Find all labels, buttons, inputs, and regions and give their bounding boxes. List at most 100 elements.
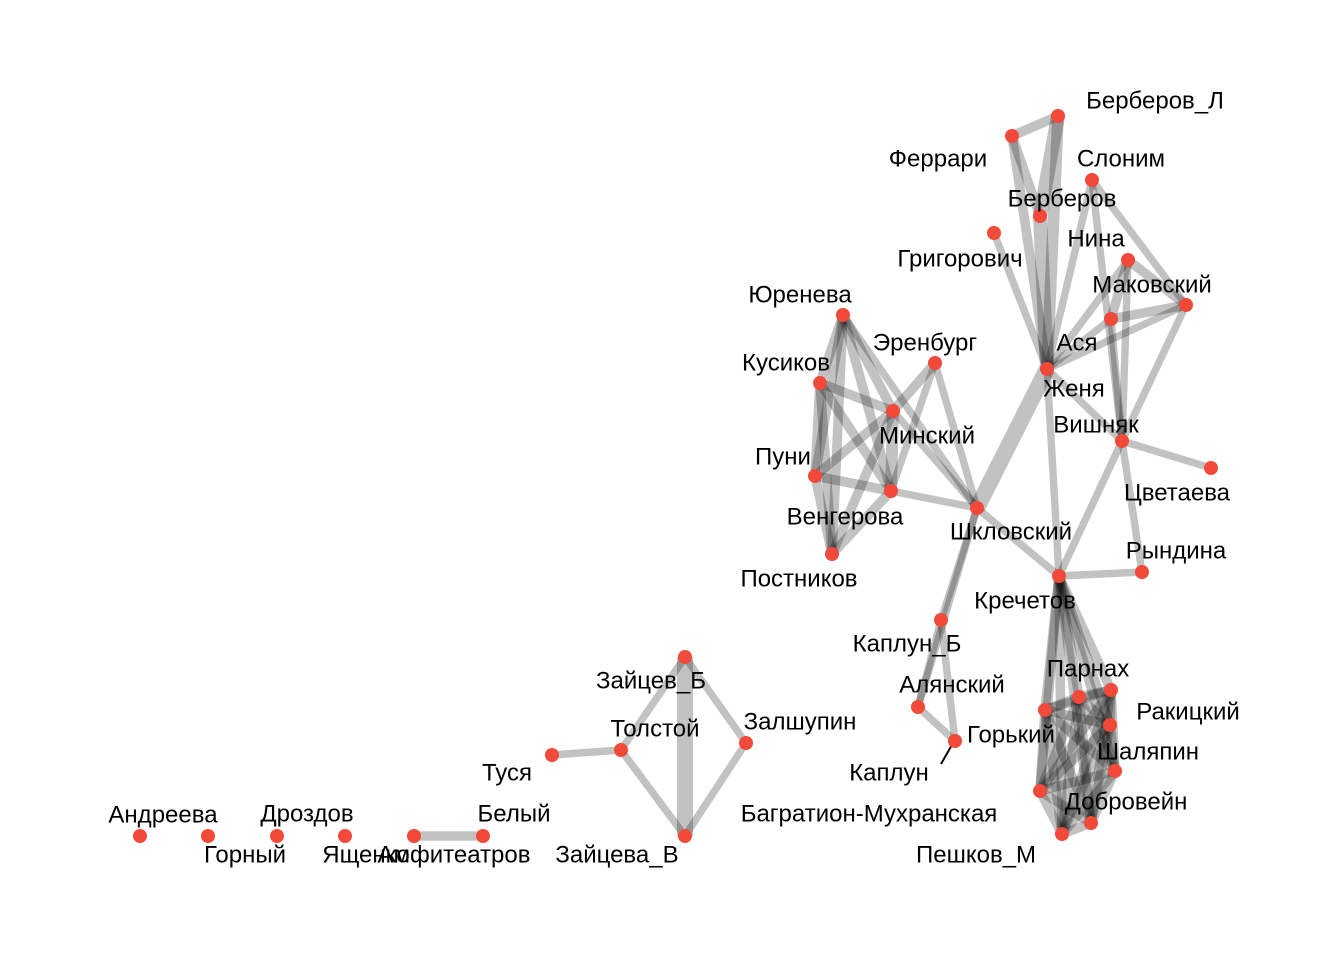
edge-ferrari-berberov_l (1010, 111, 1060, 141)
node-alyansky (911, 700, 925, 714)
node-g2 (1104, 312, 1118, 326)
edge-shalyapin-g1 (1038, 766, 1117, 796)
label-shalyapin: Шаляпин (1097, 738, 1199, 765)
node-bagration (1055, 827, 1069, 841)
label-bely: Белый (478, 800, 551, 827)
edge-rakitsky-g1 (1036, 721, 1114, 795)
edge-kusikov-postnikov (815, 382, 837, 555)
label-vengerova: Венгерова (787, 503, 904, 530)
edge-zalshupin-zaitseva_v (681, 740, 750, 839)
label-tolstoy: Толстой (610, 715, 699, 742)
edge-g2-vishnyak (1107, 318, 1126, 442)
edge-krechetov-g4 (1040, 575, 1064, 711)
node-shklovsky (970, 501, 984, 515)
label-kusikov: Кусиков (742, 349, 830, 376)
edge-kusikov-minsky (818, 378, 895, 416)
node-parnakh (1072, 690, 1086, 704)
label-zhenya: Женя (1043, 375, 1104, 402)
edge-vishnyak-tsvetaeva (1120, 437, 1213, 472)
edge-nina-vishnyak (1118, 259, 1132, 442)
label-grigorovich: Григорович (897, 245, 1022, 272)
edge-krechetov-g3 (1054, 574, 1116, 692)
node-amfiteatrov (407, 829, 421, 843)
node-layer (133, 109, 1218, 843)
edge-rakitsky-peshkov_m (1057, 723, 1115, 836)
edge-g4-rakitsky (1043, 705, 1112, 730)
edge-shklovsky-kaplun_b (937, 506, 981, 622)
node-rakitsky (1103, 718, 1117, 732)
label-kaplun_b: Каплун_Б (853, 630, 962, 657)
edge-yureneva-puni (810, 314, 848, 477)
edge-g1-dobrovein (1037, 786, 1094, 828)
node-gorky (948, 734, 962, 748)
label-amfiteatrov: Амфитеатров (378, 841, 531, 868)
edge-yureneva-shklovsky (839, 312, 981, 511)
label-shklovsky: Шкловский (950, 518, 1072, 545)
label-minsky: Минский (879, 422, 975, 449)
label-andreeva: Андреева (108, 801, 218, 828)
node-berberov (1033, 209, 1047, 223)
node-tusya (545, 748, 559, 762)
label-postnikov: Постников (740, 565, 857, 592)
edge-slonim-asya (1043, 179, 1096, 370)
node-gorny (201, 829, 215, 843)
node-dobrovein (1084, 816, 1098, 830)
node-ferrari (1005, 129, 1019, 143)
label-parnakh: Парнах (1047, 655, 1130, 682)
node-postnikov (825, 547, 839, 561)
edge-parnakh-dobrovein (1074, 696, 1096, 824)
edge-vishnyak-ryndina (1118, 440, 1146, 573)
node-erenburg (928, 356, 942, 370)
node-ryndina (1135, 565, 1149, 579)
edge-rakitsky-shalyapin (1105, 724, 1120, 772)
edge-vengerova-shklovsky (890, 487, 978, 512)
edge-yureneva-kusikov (815, 313, 848, 385)
edge-slonim-makovsky (1089, 177, 1189, 308)
label-zaitsev_b: Зайцев_Б (596, 667, 706, 694)
edge-makovsky-g2 (1110, 300, 1187, 324)
node-shalyapin (1108, 764, 1122, 778)
node-yashchenko (338, 829, 352, 843)
edge-krechetov-rakitsky (1054, 574, 1115, 727)
node-zaitsev_b (678, 650, 692, 664)
label-gorky: Горький (967, 721, 1055, 748)
edge-shklovsky-alyansky (914, 506, 981, 709)
label-kaplun: Каплун (849, 759, 929, 786)
label-slonim: Слоним (1077, 145, 1165, 172)
edge-tolstoy-tusya (551, 746, 622, 759)
edge-zaitsev_b-zalshupin (681, 654, 750, 746)
edge-g2-asya (1044, 316, 1114, 372)
node-grigorovich (987, 226, 1001, 240)
edge-krechetov-ryndina (1058, 568, 1143, 580)
label-berberov: Берберов (1008, 185, 1117, 212)
edge-erenburg-minsky (889, 359, 939, 415)
edge-g3-dobrovein (1086, 689, 1116, 824)
edge-makovsky-asya (1045, 301, 1188, 373)
edge-berberov_l-asya (1041, 115, 1064, 370)
edge-yureneva-vengerova (838, 313, 896, 493)
label-berberov_l: Берберов_Л (1086, 87, 1224, 114)
node-slonim (1085, 173, 1099, 187)
label-yashchenko: Ященко (322, 841, 410, 868)
edge-asya-krechetov (1043, 368, 1063, 577)
label-yureneva: Юренева (748, 281, 852, 308)
label-drozdov: Дроздов (260, 800, 353, 827)
node-vishnyak (1115, 434, 1129, 448)
edge-g4-g1 (1035, 709, 1050, 792)
label-erenburg: Эренбург (873, 329, 977, 356)
node-asya (1040, 362, 1054, 376)
node-kusikov (813, 376, 827, 390)
edge-shklovsky-krechetov (974, 505, 1062, 579)
label-zalshupin: Залшупин (744, 708, 857, 735)
edge-g4-dobrovein (1040, 708, 1096, 825)
edge-erenburg-vengerova (887, 361, 939, 493)
node-tsvetaeva (1204, 461, 1218, 475)
label-ferrari: Феррари (889, 145, 987, 172)
edge-minsky-vengerova (885, 410, 899, 492)
edge-rakitsky-dobrovein (1086, 724, 1115, 824)
edge-parnakh-peshkov_m (1057, 696, 1084, 835)
edge-krechetov-peshkov_m (1054, 575, 1067, 835)
edge-minsky-shklovsky (890, 408, 980, 511)
edge-ferrari-berberov (1007, 134, 1045, 218)
